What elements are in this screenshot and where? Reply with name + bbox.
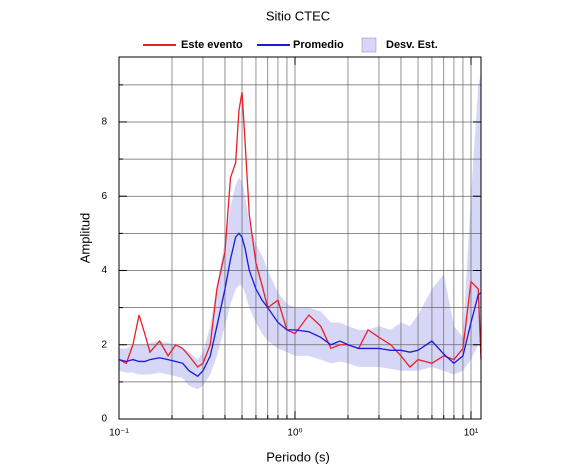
chart-title: Sitio CTEC xyxy=(266,8,330,23)
legend-label: Promedio xyxy=(293,39,344,51)
y-tick-label: 8 xyxy=(101,117,107,128)
y-axis-label: Amplitud xyxy=(77,213,92,264)
x-tick-label: 10¹ xyxy=(464,428,479,439)
y-tick-label: 2 xyxy=(101,339,107,350)
series-line xyxy=(118,92,482,368)
y-tick-label: 4 xyxy=(101,265,107,276)
y-tick-label: 6 xyxy=(101,191,107,202)
plot-frame xyxy=(118,56,482,420)
legend-swatch xyxy=(361,37,377,53)
x-tick-label: 10⁰ xyxy=(287,428,302,439)
legend-label: Desv. Est. xyxy=(386,39,438,51)
legend-label: Este evento xyxy=(181,39,243,51)
std-band xyxy=(119,73,481,390)
x-axis-label: Periodo (s) xyxy=(266,449,330,464)
y-tick-label: 0 xyxy=(101,414,107,425)
x-tick-label: 10⁻¹ xyxy=(109,428,129,439)
series-line xyxy=(118,232,482,378)
